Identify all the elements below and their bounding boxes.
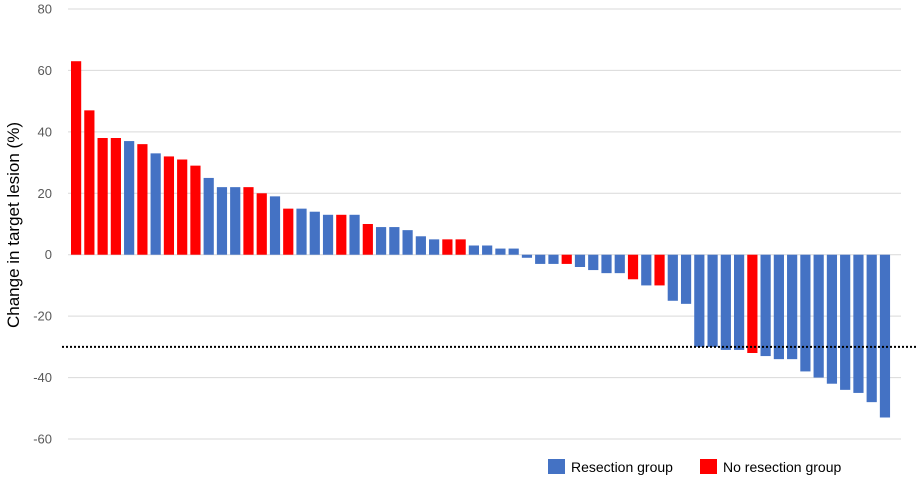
bar [482,245,493,255]
bar [402,230,413,255]
bar [110,138,121,255]
bar [322,214,334,255]
bar [230,187,241,255]
bar [853,254,864,393]
bar [97,138,108,255]
bar [694,254,705,347]
bar [442,239,453,255]
legend: Resection group No resection group [548,459,842,475]
bar [879,254,891,418]
bar [535,254,546,264]
bar [680,254,692,304]
bar [773,254,784,360]
bar [866,254,877,403]
y-axis-title: Change in target lesion (%) [4,122,23,328]
bar [641,254,652,286]
bar [71,61,82,255]
bar [787,254,798,360]
bar [256,193,267,255]
bar [203,177,214,255]
y-tick-label: 60 [38,63,52,78]
bar [309,211,320,255]
bar [654,254,665,286]
bar [561,254,572,264]
bar [813,254,824,378]
bar [269,196,281,255]
y-tick-label: -20 [33,309,52,324]
bar [362,224,373,255]
legend-label: Resection group [571,459,673,475]
legend-swatch [700,459,717,474]
bar [243,187,254,255]
bar [667,254,678,301]
y-tick-label: 40 [38,124,52,139]
bar [588,254,599,271]
bar [137,144,148,255]
bar [614,254,625,274]
bar [455,239,466,255]
bar [521,254,533,258]
legend-label: No resection group [723,459,842,475]
bar [84,110,95,255]
bar [375,227,387,255]
bar [747,254,758,353]
bar [336,214,347,255]
bar [627,254,639,280]
bar [574,254,586,267]
bar [734,254,745,350]
y-tick-label: 20 [38,186,52,201]
bar [548,254,559,264]
bar [800,254,811,372]
bar [349,214,360,255]
bar [124,141,135,255]
bar [508,248,519,255]
legend-swatch [548,459,565,474]
bar [389,227,400,255]
bar [707,254,718,347]
y-tick-label: -60 [33,432,52,447]
y-tick-label: 80 [38,2,52,17]
bar [415,236,426,255]
bar [216,187,228,255]
bar [177,159,188,255]
bar [296,208,307,255]
bar [429,239,440,255]
bar [163,156,175,255]
bar [283,208,294,255]
y-tick-labels: 80 60 40 20 0 -20 -40 -60 [33,2,52,447]
bar [190,165,201,255]
bar [601,254,612,274]
bar [720,254,731,350]
bar [760,254,771,357]
bar [468,245,479,255]
bar [495,248,506,255]
y-tick-label: -40 [33,370,52,385]
bar [150,153,161,255]
bars [71,61,891,418]
y-tick-label: 0 [45,247,52,262]
bar [840,254,851,390]
bar [826,254,838,384]
